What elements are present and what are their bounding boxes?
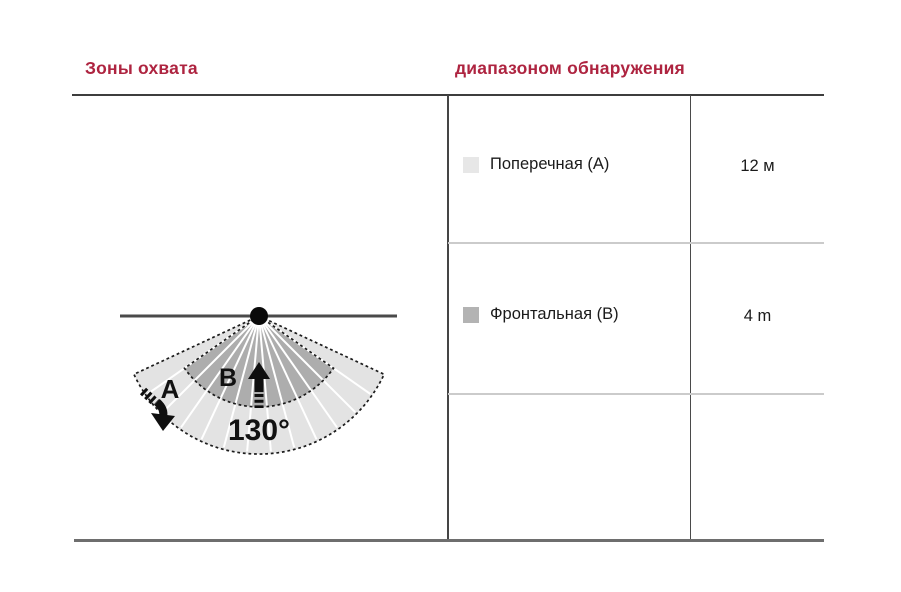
- right-section-title: диапазоном обнаружения: [455, 58, 685, 78]
- beam-separators: [147, 315, 371, 452]
- zone-a-diagram-label: A: [161, 374, 180, 404]
- inner-detection-zone: [184, 316, 334, 407]
- left-section-title: Зоны охвата: [85, 58, 198, 78]
- coverage-zone-diagram: A B 130°: [120, 307, 397, 455]
- zone-b-diagram-label: B: [219, 364, 237, 392]
- angle-label: 130°: [228, 414, 290, 447]
- zone-b-color-swatch: [463, 306, 479, 323]
- inner-zone-border: [183, 314, 335, 408]
- table-row-zone-a: Поперечная (А): [463, 155, 609, 174]
- table-row-zone-b: Фронтальная (В): [463, 305, 619, 324]
- bottom-rule: [74, 539, 824, 542]
- table-column-divider: [690, 95, 691, 540]
- zone-a-row-label: Поперечная (А): [490, 155, 610, 173]
- sensor-dot: [250, 307, 268, 325]
- row-divider: [448, 242, 824, 244]
- zone-a-arrow: [139, 387, 175, 431]
- zone-b-range-value: 4 m: [743, 307, 772, 325]
- row-divider: [448, 393, 824, 395]
- zone-a-range-value: 12 м: [740, 157, 775, 175]
- zone-a-color-swatch: [463, 156, 479, 173]
- table-left-border: [447, 95, 449, 540]
- zone-b-arrow: [248, 362, 270, 408]
- zone-b-row-label: Фронтальная (В): [490, 305, 619, 323]
